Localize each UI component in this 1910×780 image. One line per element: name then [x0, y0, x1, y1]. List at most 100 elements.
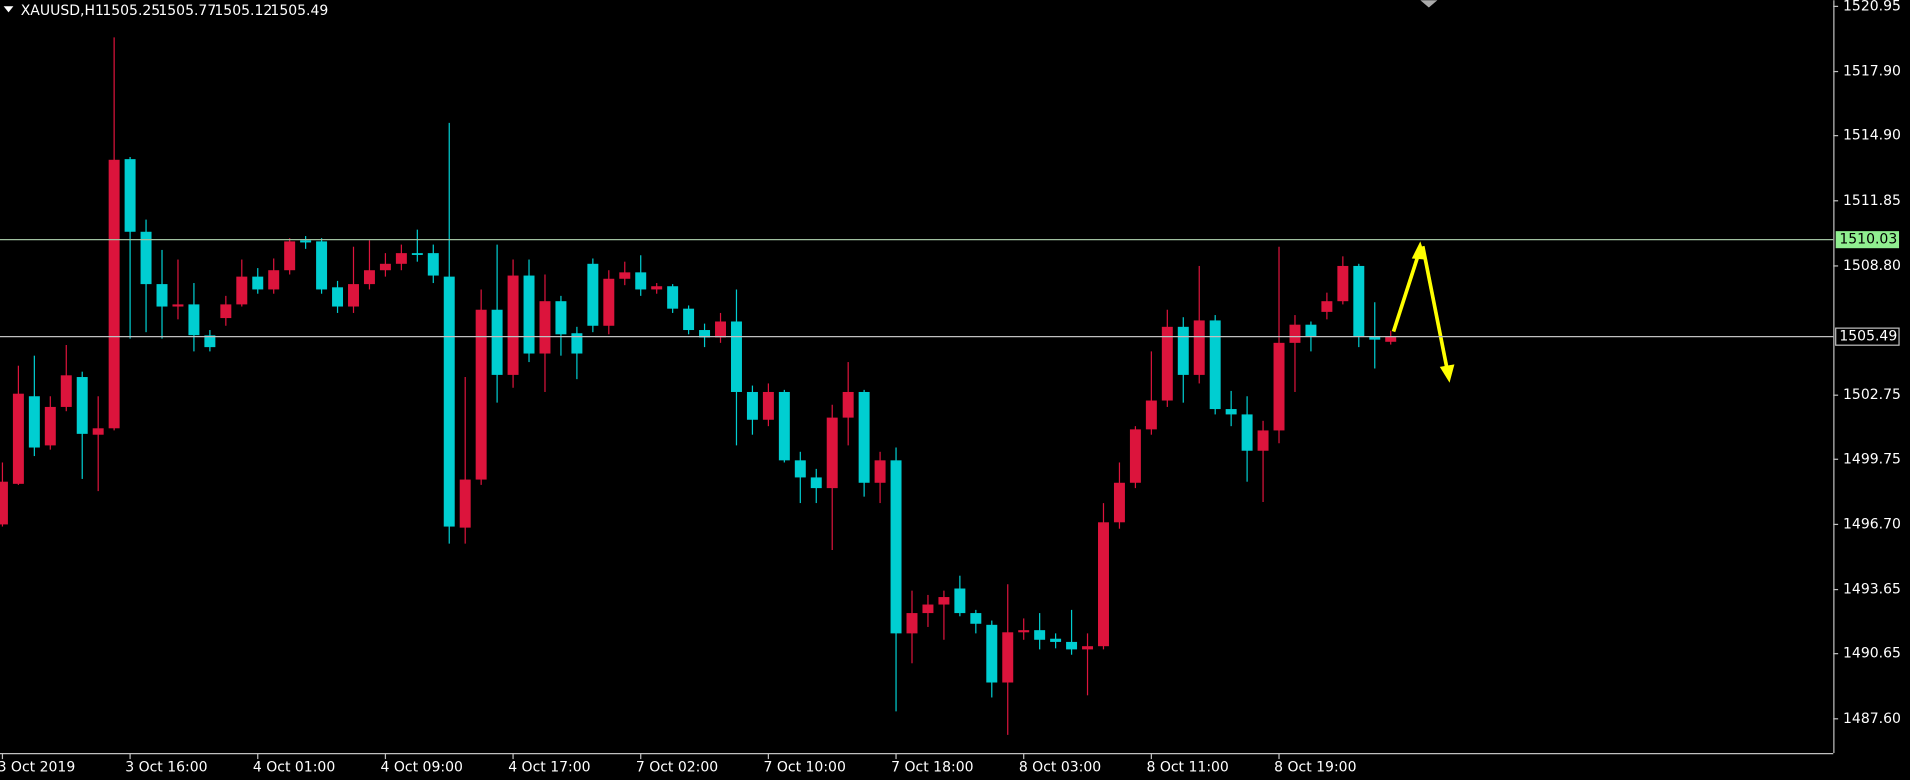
candle-body: [1289, 324, 1301, 343]
candle-body: [970, 613, 982, 624]
candle-body: [268, 270, 280, 290]
candle-body: [188, 304, 200, 336]
candle-body: [699, 330, 711, 338]
ohlc-open: 1505.25: [102, 3, 160, 19]
menu-triangle[interactable]: [3, 6, 14, 13]
candle-body: [284, 241, 296, 271]
candle-body: [1066, 641, 1078, 650]
candle-body: [746, 391, 758, 420]
candle-body: [842, 391, 854, 418]
x-tick-label: 4 Oct 01:00: [253, 760, 335, 776]
candle-body: [1082, 646, 1094, 650]
y-tick-label: 1520.95: [1843, 0, 1901, 14]
y-tick-label: 1499.75: [1843, 451, 1901, 467]
candle-body: [1369, 336, 1381, 340]
candle-body: [539, 301, 551, 354]
candle-body: [60, 375, 72, 407]
y-tick-label: 1493.65: [1843, 582, 1901, 598]
arrows: [1391, 241, 1455, 383]
candle-body: [1273, 342, 1285, 431]
candle-body: [683, 308, 695, 331]
arrow-up: [1391, 251, 1421, 333]
candle-body: [1193, 320, 1205, 375]
candle-body: [1034, 630, 1046, 640]
x-tick-label: 4 Oct 17:00: [508, 760, 590, 776]
candle-body: [1018, 630, 1030, 633]
candle-body: [619, 272, 631, 279]
candle-body: [92, 428, 104, 435]
y-tick-label: 1511.85: [1843, 193, 1901, 209]
candle-body: [332, 287, 344, 307]
candle-body: [762, 391, 774, 420]
candle-body: [1002, 632, 1014, 683]
arrow-head: [1439, 364, 1455, 383]
candle-body: [1113, 482, 1125, 523]
candle-body: [1129, 429, 1141, 483]
y-tick-label: 1490.65: [1843, 646, 1901, 662]
candle-body: [411, 253, 423, 255]
ohlc-high: 1505.77: [158, 3, 216, 19]
candle-body: [427, 253, 439, 276]
symbol: XAUUSD,H1: [21, 3, 104, 19]
arrow-down: [1420, 245, 1449, 370]
candle-body: [778, 391, 790, 461]
candle-body: [1337, 265, 1349, 302]
candle-body: [1177, 326, 1189, 375]
candle-body: [1161, 326, 1173, 401]
candle-body: [1385, 336, 1397, 342]
candle-body: [635, 272, 647, 290]
candle-body: [715, 321, 726, 338]
candle-body: [1241, 414, 1253, 451]
candle-body: [140, 231, 152, 285]
y-tick-label: 1514.90: [1843, 128, 1901, 144]
candle-body: [1050, 638, 1062, 642]
candle-body: [363, 270, 375, 285]
candle-body: [443, 276, 455, 527]
candle-body: [890, 460, 902, 634]
x-tick-label: 3 Oct 2019: [0, 760, 75, 776]
candle-body: [252, 276, 264, 290]
candle-body: [1145, 400, 1157, 430]
candle-body: [810, 477, 822, 489]
x-tick-label: 8 Oct 11:00: [1146, 760, 1228, 776]
shift-marker[interactable]: [1420, 0, 1438, 8]
candle-body: [220, 304, 232, 319]
candle-body: [587, 263, 599, 326]
candle-body: [1098, 522, 1109, 647]
level-label-box: [1835, 231, 1900, 249]
candle-body: [874, 460, 886, 483]
candle-body: [300, 240, 312, 243]
candle-body: [603, 278, 615, 326]
candle-body: [76, 377, 88, 434]
bid-label: 1505.49: [1839, 329, 1897, 345]
candle-body: [1209, 320, 1221, 410]
candle-body: [826, 417, 838, 489]
candle-body: [379, 263, 391, 271]
candle-body: [794, 460, 806, 478]
x-tick-label: 3 Oct 16:00: [125, 760, 207, 776]
ohlc-low: 1505.12: [214, 3, 272, 19]
candle-body: [12, 393, 24, 484]
ohlc-close: 1505.49: [270, 3, 328, 19]
level-label: 1510.03: [1839, 232, 1897, 248]
x-tick-label: 7 Oct 18:00: [891, 760, 973, 776]
candle-body: [730, 321, 742, 392]
candle-body: [459, 479, 471, 528]
candle-body: [667, 286, 679, 309]
candle-body: [156, 284, 168, 307]
candle-body: [651, 286, 663, 290]
candle-body: [555, 301, 567, 335]
candle-body: [236, 276, 248, 305]
candle-body: [316, 241, 328, 290]
x-tick-label: 7 Oct 10:00: [764, 760, 846, 776]
candle-body: [1321, 301, 1333, 312]
candle-body: [1305, 324, 1317, 337]
bid-label-box: [1835, 327, 1900, 346]
candle-body: [906, 613, 918, 634]
candle-body: [28, 396, 40, 448]
x-tick-label: 4 Oct 09:00: [381, 760, 463, 776]
candle-body: [475, 309, 487, 480]
candle-body: [1225, 409, 1237, 415]
